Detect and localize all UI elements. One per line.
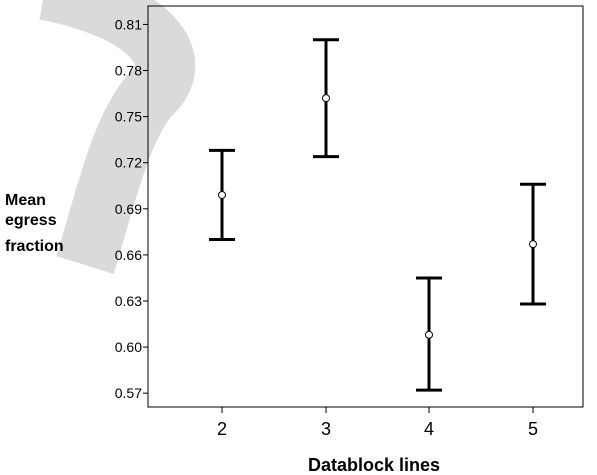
mean-point-4	[425, 330, 433, 339]
mean-point-2	[218, 190, 226, 199]
y-tick-label-5: 0.72	[115, 155, 142, 171]
y-tick-label-4: 0.69	[115, 201, 142, 217]
x-axis-title: Datablock lines	[308, 455, 440, 475]
y-axis-title-line-1: Mean	[5, 192, 46, 209]
y-axis-title-line-3: fraction	[5, 238, 64, 255]
x-tick-label-3: 5	[528, 419, 538, 439]
y-tick-label-1: 0.60	[115, 339, 142, 355]
y-tick-label-7: 0.78	[115, 63, 142, 79]
y-tick-label-8: 0.81	[115, 16, 142, 32]
y-tick-label-6: 0.75	[115, 109, 142, 125]
background-arc-band	[38, 0, 196, 274]
mean-point-3	[322, 94, 330, 103]
plot-frame	[147, 5, 584, 408]
y-tick-label-3: 0.66	[115, 247, 142, 263]
y-tick-label-0: 0.57	[115, 385, 142, 401]
x-tick-label-2: 4	[424, 419, 434, 439]
y-axis-title-line-2: egress	[5, 212, 57, 229]
x-tick-label-0: 2	[217, 419, 227, 439]
x-tick-label-1: 3	[321, 419, 331, 439]
mean-point-5	[529, 240, 537, 249]
y-tick-label-2: 0.63	[115, 293, 142, 309]
plot-area: 0.57 0.60 0.63 0.66 0.69 0.72 0.75 0.78 0.81 2 3 4 5	[115, 5, 584, 439]
